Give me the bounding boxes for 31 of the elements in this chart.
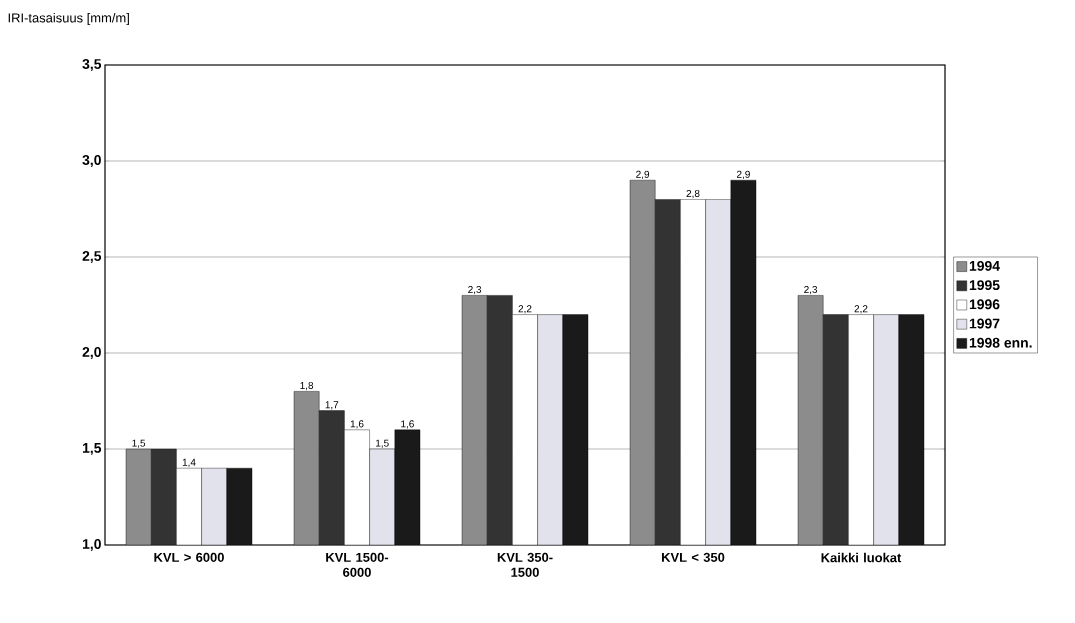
data-label: 2,9 (736, 170, 750, 180)
data-label: 2,9 (636, 170, 650, 180)
y-tick-label: 3,0 (82, 155, 101, 167)
data-label: 2,3 (468, 285, 482, 295)
data-label: 1,4 (182, 458, 196, 468)
y-tick-label: 3,5 (82, 59, 102, 71)
data-label: 1,7 (325, 401, 339, 410)
x-tick-label: Kaikki luokat (821, 552, 902, 563)
text: 1996 (969, 299, 1000, 310)
y-tick-label: 1,0 (82, 539, 101, 551)
data-label: 2,8 (686, 189, 700, 199)
data-label: 1,6 (401, 420, 414, 429)
x-tick-label: KVL > 6000 (154, 552, 224, 562)
x-tick-label: KVL 1500-6000 (326, 552, 389, 577)
y-axis-title: IRI-tasaisuus [mm/m] (8, 12, 129, 26)
legend-label: 1994 (969, 260, 1000, 271)
legend-label: 1997 (969, 318, 1000, 329)
x-tick-label: KVL < 350 (662, 552, 725, 562)
data-label: 1,5 (132, 439, 146, 448)
data-label: 2,2 (854, 305, 868, 314)
x-tick-label: KVL 350-1500 (497, 552, 553, 577)
legend-label: 1995 (969, 280, 1000, 291)
legend-label: 1998 enn. (969, 337, 1032, 348)
y-tick-label: 2,5 (82, 251, 102, 263)
data-label: 2,2 (518, 305, 532, 314)
data-label: 2,3 (804, 285, 818, 295)
y-tick-label: 1,5 (82, 443, 102, 455)
data-label: 1,5 (376, 439, 389, 448)
y-tick-label: 2,0 (82, 347, 101, 359)
data-label: 1,6 (350, 420, 364, 429)
data-label: 1,8 (300, 381, 314, 391)
